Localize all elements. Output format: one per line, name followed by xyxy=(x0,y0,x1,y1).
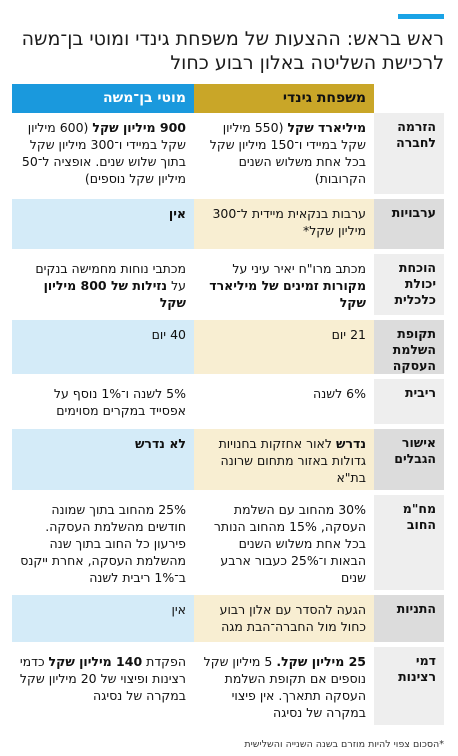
gindi-text: לאור אחזקות בחנויות גדולות באזור מתחום ש… xyxy=(218,435,366,485)
table-row: מח"מ החוב 30% מהחוב עם השלמת העסקה, 15% … xyxy=(12,492,444,595)
moti-cell: אין xyxy=(12,196,194,254)
gindi-cell: 30% מהחוב עם השלמת העסקה, 15% מהחוב הנות… xyxy=(194,492,374,595)
gindi-bold: 25 מיליון שקל. xyxy=(276,653,366,669)
moti-cell: לא נדרש xyxy=(12,426,194,495)
page-title: ראש בראש: ההצעות של משפחת גינדי ומוטי בן… xyxy=(21,28,444,74)
moti-cell: 40 יום xyxy=(12,317,194,379)
gindi-cell: 25 מיליון שקל. 5 מיליון שקל נוספים אם תק… xyxy=(194,644,374,730)
gindi-text: מכתב מרו"ח יאיר עיני על xyxy=(232,260,366,276)
table-row: ערבויות ערבות בנקאית מיידית ל־300 מיליון… xyxy=(12,196,444,254)
moti-cell: 5% לשנה ו־1% נוסף על אפסייד במקרים מסוימ… xyxy=(12,376,194,429)
row-label: התניות xyxy=(374,592,444,647)
moti-cell: אין xyxy=(12,592,194,647)
gindi-cell: ערבות בנקאית מיידית ל־300 מיליון שקל* xyxy=(194,196,374,254)
table-row: ריבית 6% לשנה 5% לשנה ו־1% נוסף על אפסיי… xyxy=(12,376,444,429)
moti-bold: אין xyxy=(168,205,186,221)
moti-cell: מכתבי נוחות מחמישה בנקים על נזילות של 80… xyxy=(12,251,194,320)
gindi-cell: מיליארד שקל (550 מיליון שקל במיידי ו־150… xyxy=(194,113,374,199)
header-moti: מוטי בן־משה xyxy=(12,84,194,113)
row-label: מח"מ החוב xyxy=(374,492,444,595)
gindi-cell: מכתב מרו"ח יאיר עיני על מקורות זמינים של… xyxy=(194,251,374,320)
row-label: תקופת השלמת העסקה xyxy=(374,317,444,379)
gindi-bold: מקורות זמינים של מיליארד שקל xyxy=(209,277,366,310)
row-label: ריבית xyxy=(374,376,444,429)
comparison-table: משפחת גינדי מוטי בן־משה הזרמה לחברה מילי… xyxy=(12,84,444,730)
row-label: ערבויות xyxy=(374,196,444,254)
table-row: התניות הגעה להסדר עם אלון רבוע כחול מול … xyxy=(12,592,444,647)
table-header: משפחת גינדי מוטי בן־משה xyxy=(12,84,444,113)
gindi-bold: מיליארד שקל xyxy=(287,120,366,135)
moti-text: מכתבי נוחות מחמישה בנקים על xyxy=(35,260,186,293)
footnote: *הסכום צפוי להיות מוזרם בשנה השנייה והשל… xyxy=(244,739,444,750)
row-label: הוכחת יכולת כלכלית xyxy=(374,251,444,320)
gindi-bold: נדרש xyxy=(335,435,366,451)
moti-cell: 900 מיליון שקל (600 מיליון שקל במיידי ו־… xyxy=(12,113,194,199)
header-gindi: משפחת גינדי xyxy=(194,84,374,113)
gindi-cell: 6% לשנה xyxy=(194,376,374,429)
table-row: תקופת השלמת העסקה 21 יום 40 יום xyxy=(12,317,444,379)
table-row: אישור הגבלים נדרש לאור אחזקות בחנויות גד… xyxy=(12,426,444,495)
accent-bar xyxy=(398,14,444,19)
moti-cell: הפקדת 140 מיליון שקל כדמי רצינות ופיצוי … xyxy=(12,644,194,730)
table-row: הזרמה לחברה מיליארד שקל (550 מיליון שקל … xyxy=(12,113,444,199)
moti-bold: נזילות של 800 מיליון שקל xyxy=(43,277,186,310)
table-row: דמי רצינות 25 מיליון שקל. 5 מיליון שקל נ… xyxy=(12,644,444,730)
moti-text: הפקדת xyxy=(142,653,186,669)
gindi-cell: הגעה להסדר עם אלון רבוע כחול מול החברה־ה… xyxy=(194,592,374,647)
row-label: דמי רצינות xyxy=(374,644,444,730)
header-empty xyxy=(374,84,444,113)
row-label: הזרמה לחברה xyxy=(374,113,444,199)
moti-text: (600 מיליון שקל במיידי ו־300 מיליון שקל … xyxy=(21,120,186,186)
gindi-cell: נדרש לאור אחזקות בחנויות גדולות באזור מת… xyxy=(194,426,374,495)
moti-bold: 900 מיליון שקל xyxy=(92,120,186,135)
moti-cell: 25% מהחוב בתוך שמונה חודשים מהשלמת העסקה… xyxy=(12,492,194,595)
gindi-text: 5 מיליון שקל נוספים אם תקופת השלמת העסקה… xyxy=(203,653,366,720)
moti-bold: 140 מיליון שקל xyxy=(48,653,143,669)
row-label: אישור הגבלים xyxy=(374,426,444,495)
table-row: הוכחת יכולת כלכלית מכתב מרו"ח יאיר עיני … xyxy=(12,251,444,320)
moti-text: כדמי רצינות ופיצוי של 20 מיליון שקל במקר… xyxy=(19,653,186,703)
gindi-cell: 21 יום xyxy=(194,317,374,379)
moti-bold: לא נדרש xyxy=(134,435,186,451)
gindi-text: (550 מיליון שקל במיידי ו־150 מיליון שקל … xyxy=(209,120,366,186)
